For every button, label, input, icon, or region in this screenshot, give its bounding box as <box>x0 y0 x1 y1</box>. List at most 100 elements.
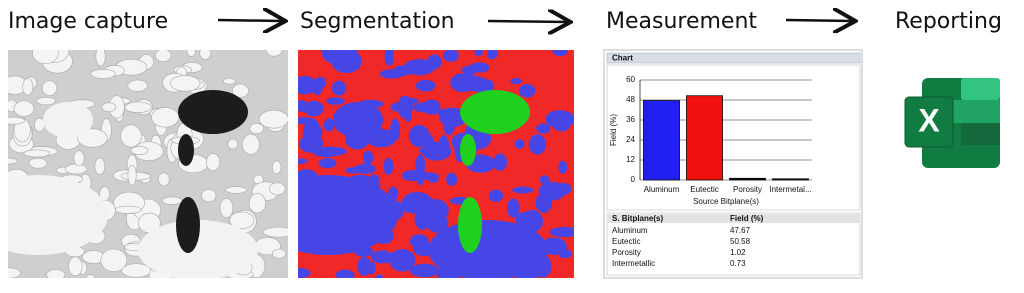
grain <box>43 102 93 138</box>
grain <box>549 227 574 238</box>
grain <box>138 220 258 278</box>
grain <box>552 50 568 57</box>
grain <box>258 109 288 129</box>
y-axis-label: Field (%) <box>609 114 618 146</box>
grain <box>121 263 152 278</box>
grain <box>486 50 499 60</box>
bar <box>729 177 766 181</box>
grain <box>298 117 315 125</box>
grain <box>114 205 142 214</box>
grain <box>403 206 430 214</box>
grain <box>28 157 48 169</box>
grain <box>536 123 551 134</box>
grain <box>95 50 106 67</box>
table-cell: Porosity <box>612 248 641 257</box>
grain <box>225 186 247 194</box>
grain <box>232 83 249 98</box>
grain <box>331 80 347 96</box>
grain <box>90 68 116 79</box>
grain <box>457 75 488 92</box>
panel-header <box>606 52 861 64</box>
grain <box>101 102 117 112</box>
segmented-grains <box>298 50 574 278</box>
grain <box>130 145 149 156</box>
grain <box>446 172 458 186</box>
step-title: Image capture <box>8 9 168 34</box>
table-header-bg <box>608 214 859 223</box>
grain <box>162 196 183 205</box>
grain <box>333 102 383 138</box>
y-tick-label: 36 <box>626 115 635 124</box>
grain <box>516 212 541 229</box>
table-header: Field (%) <box>730 214 764 223</box>
grain <box>408 124 430 148</box>
grain <box>558 249 572 259</box>
grain <box>94 157 106 176</box>
grain <box>474 50 483 57</box>
grain <box>229 211 255 230</box>
grain <box>8 116 26 125</box>
bar <box>686 95 723 181</box>
grain <box>335 269 355 278</box>
grain <box>418 146 437 155</box>
grain <box>371 250 394 264</box>
grain <box>100 248 128 272</box>
bar <box>772 178 809 181</box>
grain <box>321 50 348 64</box>
grain <box>539 175 550 185</box>
grain <box>127 79 148 92</box>
step-title: Segmentation <box>300 9 455 34</box>
grain <box>77 128 108 148</box>
grain <box>416 165 425 186</box>
grain <box>528 134 547 155</box>
grain <box>201 189 217 203</box>
grain <box>545 110 574 129</box>
grain <box>271 160 282 175</box>
grain <box>155 50 172 63</box>
grain <box>375 274 384 278</box>
grain <box>535 193 553 213</box>
arrows <box>217 20 853 22</box>
grain <box>248 193 266 214</box>
grain <box>227 138 239 150</box>
grain <box>219 198 234 218</box>
grain <box>298 175 398 255</box>
grain <box>488 189 504 202</box>
grain <box>206 153 221 172</box>
grain <box>318 158 337 169</box>
grain <box>36 96 56 106</box>
grain <box>265 50 283 57</box>
grain <box>186 50 196 57</box>
table-cell: 50.58 <box>730 237 751 246</box>
table-cell: 0.73 <box>730 259 746 268</box>
grain <box>23 149 51 158</box>
grain <box>383 157 394 175</box>
grain <box>263 226 288 238</box>
grain <box>412 243 432 251</box>
pore-phase <box>460 90 530 134</box>
grain <box>298 158 308 165</box>
y-tick-label: 60 <box>626 75 635 84</box>
grain <box>426 213 449 233</box>
icon-letter: X <box>918 102 940 138</box>
grain <box>298 75 318 95</box>
x-axis-label: Source Bitplane(s) <box>693 197 759 206</box>
grain <box>415 79 436 92</box>
grain <box>241 134 260 155</box>
table-cell: 1.02 <box>730 248 746 257</box>
grain <box>158 172 170 187</box>
grain <box>13 100 35 117</box>
grain <box>268 182 286 196</box>
grain <box>303 100 324 117</box>
panel-title: Chart <box>612 54 633 63</box>
grain <box>8 157 18 165</box>
grain <box>514 139 525 149</box>
grain <box>223 77 236 85</box>
grain <box>558 160 568 174</box>
grain <box>199 50 212 60</box>
grain <box>120 124 142 148</box>
grain <box>510 78 523 85</box>
grain <box>85 274 95 278</box>
pore-phase <box>460 134 476 166</box>
